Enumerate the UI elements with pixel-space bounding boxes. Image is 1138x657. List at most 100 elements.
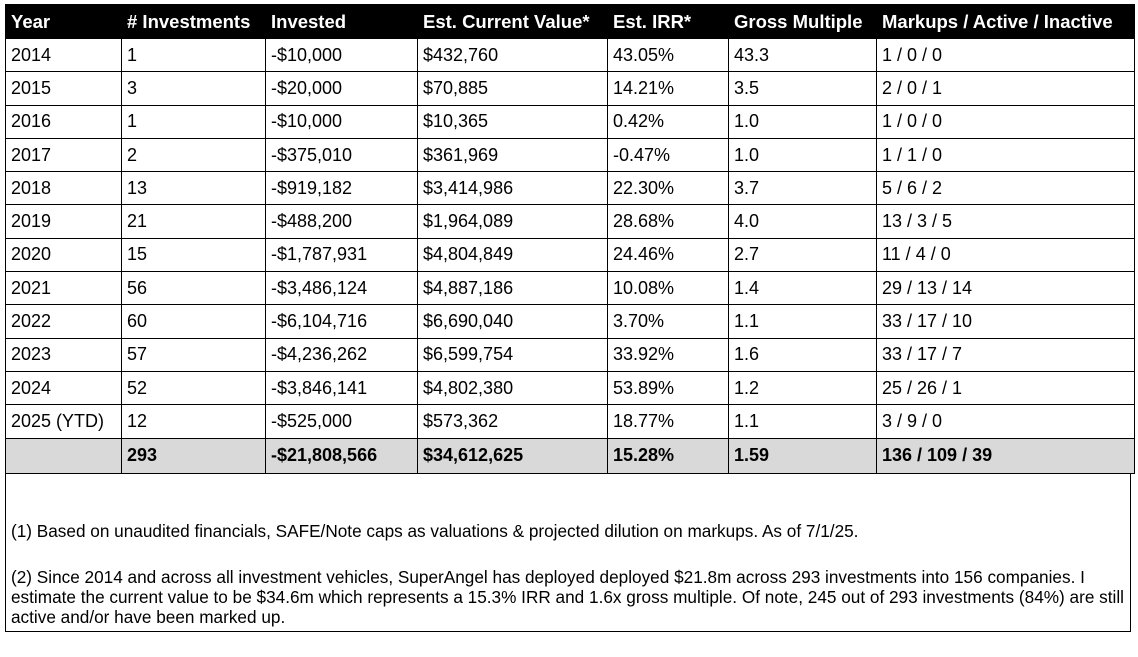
header-year: Year [5,4,122,39]
header-investments: # Investments [121,4,266,39]
table-cell: -$3,486,124 [265,271,418,306]
total-cell: -$21,808,566 [265,437,418,474]
table-cell: 1 / 1 / 0 [876,137,1135,173]
table-cell: 1.1 [728,404,877,439]
table-cell: 3.7 [728,171,877,206]
table-cell: 2021 [5,271,122,306]
table-cell: 1.1 [728,304,877,339]
table-cell: -$10,000 [265,37,418,73]
table-cell: 13 [121,171,266,206]
table-cell: 12 [121,404,266,439]
table-cell: 2.7 [728,237,877,273]
total-cell: 1.59 [728,437,877,474]
table-cell: -$375,010 [265,137,418,173]
table-cell: 2018 [5,171,122,206]
table-cell: 52 [121,370,266,406]
table-cell: 2022 [5,304,122,339]
table-cell: 2 / 0 / 1 [876,71,1135,106]
investment-table: Year # Investments Invested Est. Current… [5,4,1135,474]
table-row: 2021 56 -$3,486,124 $4,887,186 10.08% 1.4 29 /… [5,271,1135,306]
total-cell: $34,612,625 [417,437,608,474]
header-current-value: Est. Current Value* [417,4,608,39]
table-cell: $361,969 [417,137,608,173]
table-cell: $10,365 [417,104,608,139]
table-cell: 2024 [5,370,122,406]
table-cell: 28.68% [607,204,729,239]
header-row: Year # Investments Invested Est. Current… [5,4,1135,39]
table-cell: 1.4 [728,271,877,306]
table-cell: 1 / 0 / 0 [876,104,1135,139]
table-cell: 25 / 26 / 1 [876,370,1135,406]
header-invested: Invested [265,4,418,39]
table-cell: -$1,787,931 [265,237,418,273]
table-cell: 1.0 [728,137,877,173]
table-cell: 4.0 [728,204,877,239]
table-cell: 2025 (YTD) [5,404,122,439]
table-cell: 3 / 9 / 0 [876,404,1135,439]
table-row: 2022 60 -$6,104,716 $6,690,040 3.70% 1.1 33 / … [5,304,1135,339]
table-cell: -$20,000 [265,71,418,106]
table-cell: 33 / 17 / 10 [876,304,1135,339]
table-cell: 1.6 [728,337,877,372]
total-cell: 15.28% [607,437,729,474]
table-cell: 3 [121,71,266,106]
table-cell: 33 / 17 / 7 [876,337,1135,372]
table-row: 2014 1 -$10,000 $432,760 43.05% 43.3 1 / 0 / 0 [5,37,1135,73]
table-cell: 11 / 4 / 0 [876,237,1135,273]
table-cell: $4,887,186 [417,271,608,306]
table-cell: 56 [121,271,266,306]
investment-summary: Year # Investments Invested Est. Current… [5,4,1135,632]
table-cell: 13 / 3 / 5 [876,204,1135,239]
table-cell: 43.3 [728,37,877,73]
table-cell: 2 [121,137,266,173]
footnote-2: (2) Since 2014 and across all investment… [11,566,1124,627]
header-irr: Est. IRR* [607,4,729,39]
table-row: 2019 21 -$488,200 $1,964,089 28.68% 4.0 13 / 3… [5,204,1135,239]
table-cell: -$6,104,716 [265,304,418,339]
table-row: 2018 13 -$919,182 $3,414,986 22.30% 3.7 5 / 6 … [5,171,1135,206]
table-cell: 0.42% [607,104,729,139]
table-cell: 2023 [5,337,122,372]
table-row: 2016 1 -$10,000 $10,365 0.42% 1.0 1 / 0 / 0 [5,104,1135,139]
table-cell: -$525,000 [265,404,418,439]
table-cell: $432,760 [417,37,608,73]
table-cell: 18.77% [607,404,729,439]
table-cell: 1 / 0 / 0 [876,37,1135,73]
table-cell: 3.70% [607,304,729,339]
table-cell: 14.21% [607,71,729,106]
table-cell: 2020 [5,237,122,273]
table-row: 2020 15 -$1,787,931 $4,804,849 24.46% 2.7 11 /… [5,237,1135,273]
table-cell: 43.05% [607,37,729,73]
table-cell: 60 [121,304,266,339]
table-cell: 1 [121,104,266,139]
table-cell: 15 [121,237,266,273]
table-cell: 21 [121,204,266,239]
header-gross-multiple: Gross Multiple [728,4,877,39]
table-row: 2017 2 -$375,010 $361,969 -0.47% 1.0 1 / 1 / 0 [5,137,1135,173]
table-cell: -0.47% [607,137,729,173]
table-cell: $70,885 [417,71,608,106]
header-markups: Markups / Active / Inactive [876,4,1135,39]
table-cell: $4,802,380 [417,370,608,406]
table-cell: $4,804,849 [417,237,608,273]
total-cell [5,437,122,474]
table-cell: 2016 [5,104,122,139]
table-cell: 1.0 [728,104,877,139]
table-cell: $1,964,089 [417,204,608,239]
table-cell: -$488,200 [265,204,418,239]
table-cell: $3,414,986 [417,171,608,206]
table-cell: 3.5 [728,71,877,106]
table-cell: 2019 [5,204,122,239]
table-row: 2024 52 -$3,846,141 $4,802,380 53.89% 1.2 25 /… [5,370,1135,406]
table-cell: 1.2 [728,370,877,406]
table-cell: 1 [121,37,266,73]
table-cell: 53.89% [607,370,729,406]
table-cell: 2015 [5,71,122,106]
footnote-1: (1) Based on unaudited financials, SAFE/… [11,520,859,541]
table-cell: 24.46% [607,237,729,273]
table-cell: 2014 [5,37,122,73]
table-cell: -$919,182 [265,171,418,206]
footnotes: (1) Based on unaudited financials, SAFE/… [5,473,1131,632]
table-cell: 22.30% [607,171,729,206]
table-body: 2014 1 -$10,000 $432,760 43.05% 43.3 1 / 0 / 0… [5,37,1135,474]
